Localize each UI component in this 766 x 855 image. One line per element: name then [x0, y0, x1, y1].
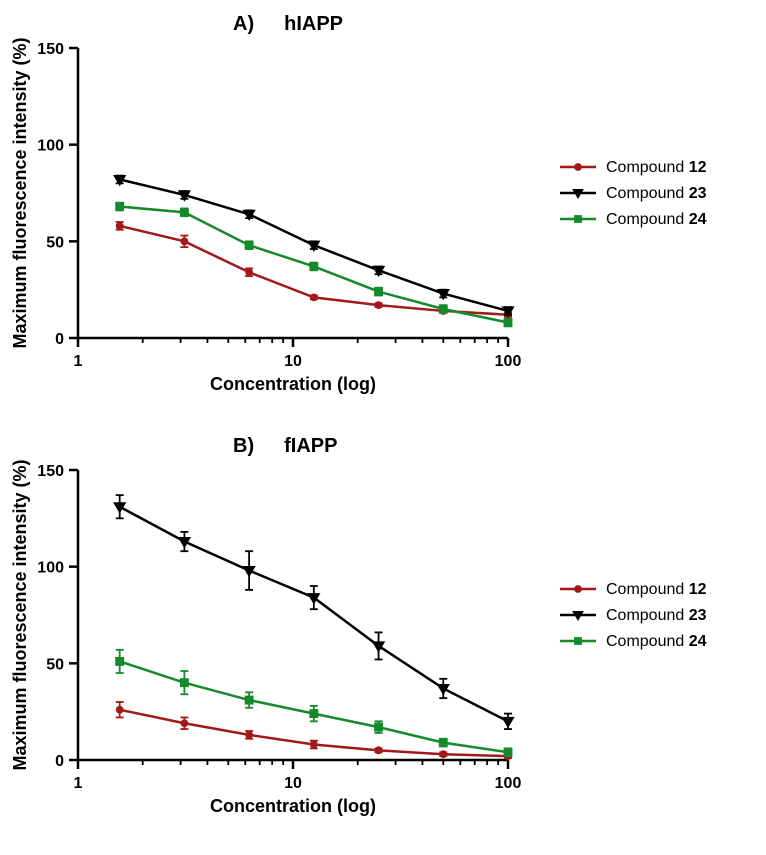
legend-label: Compound 12: [606, 581, 707, 598]
legend-item: Compound 23: [560, 185, 707, 202]
legend-item: Compound 23: [560, 607, 707, 624]
x-axis-label: Concentration (log): [210, 374, 376, 394]
series: [116, 203, 512, 327]
y-axis-label: Maximum fluorescence intensity (%): [10, 459, 30, 770]
chart-svg: A)hIAPP050100150110100Concentration (log…: [0, 0, 766, 855]
legend-label: Compound 24: [606, 211, 707, 228]
legend-label: Compound 24: [606, 633, 707, 650]
y-tick-label: 0: [55, 331, 64, 348]
y-tick-label: 100: [37, 560, 64, 577]
y-tick-label: 150: [37, 463, 64, 480]
panel-title: A)hIAPP: [233, 13, 343, 35]
y-tick-label: 150: [37, 41, 64, 58]
legend-item: Compound 24: [560, 211, 707, 228]
panel-B: B)fIAPP 0 50 100 150 1 10 100 Concentration (log…: [10, 435, 707, 816]
legend-label: Compound 23: [606, 607, 707, 624]
legend-label: Compound 23: [606, 185, 707, 202]
x-axis-label: Concentration (log): [210, 796, 376, 816]
y-tick-label: 50: [46, 656, 64, 673]
x-tick-label: 100: [495, 775, 522, 792]
x-tick-label: 1: [74, 353, 83, 370]
y-tick-label: 100: [37, 138, 64, 155]
figure-container: A)hIAPP050100150110100Concentration (log…: [0, 0, 766, 855]
legend-label: Compound 12: [606, 159, 707, 176]
panel-A: A)hIAPP 0 50 100 150 1 10 100 Concentration (log…: [10, 13, 707, 394]
x-tick-label: 10: [284, 353, 302, 370]
x-tick-label: 100: [495, 353, 522, 370]
y-tick-label: 0: [55, 753, 64, 770]
y-axis-label: Maximum fluorescence intensity (%): [10, 37, 30, 348]
legend-item: Compound 12: [560, 581, 707, 598]
x-tick-label: 1: [74, 775, 83, 792]
series: [114, 495, 513, 729]
legend-item: Compound 12: [560, 159, 707, 176]
y-tick-label: 50: [46, 234, 64, 251]
panel-title: B)fIAPP: [233, 435, 337, 457]
legend-item: Compound 24: [560, 633, 707, 650]
x-tick-label: 10: [284, 775, 302, 792]
